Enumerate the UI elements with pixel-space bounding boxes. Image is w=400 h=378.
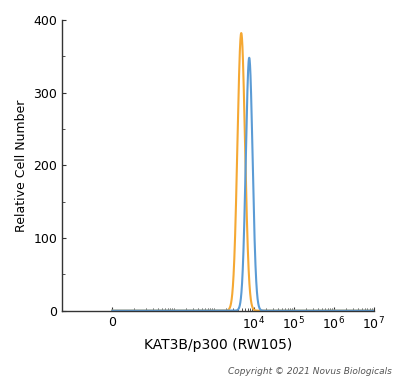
X-axis label: KAT3B/p300 (RW105): KAT3B/p300 (RW105) bbox=[144, 338, 292, 352]
Text: Copyright © 2021 Novus Biologicals: Copyright © 2021 Novus Biologicals bbox=[228, 367, 392, 376]
Y-axis label: Relative Cell Number: Relative Cell Number bbox=[15, 99, 28, 231]
